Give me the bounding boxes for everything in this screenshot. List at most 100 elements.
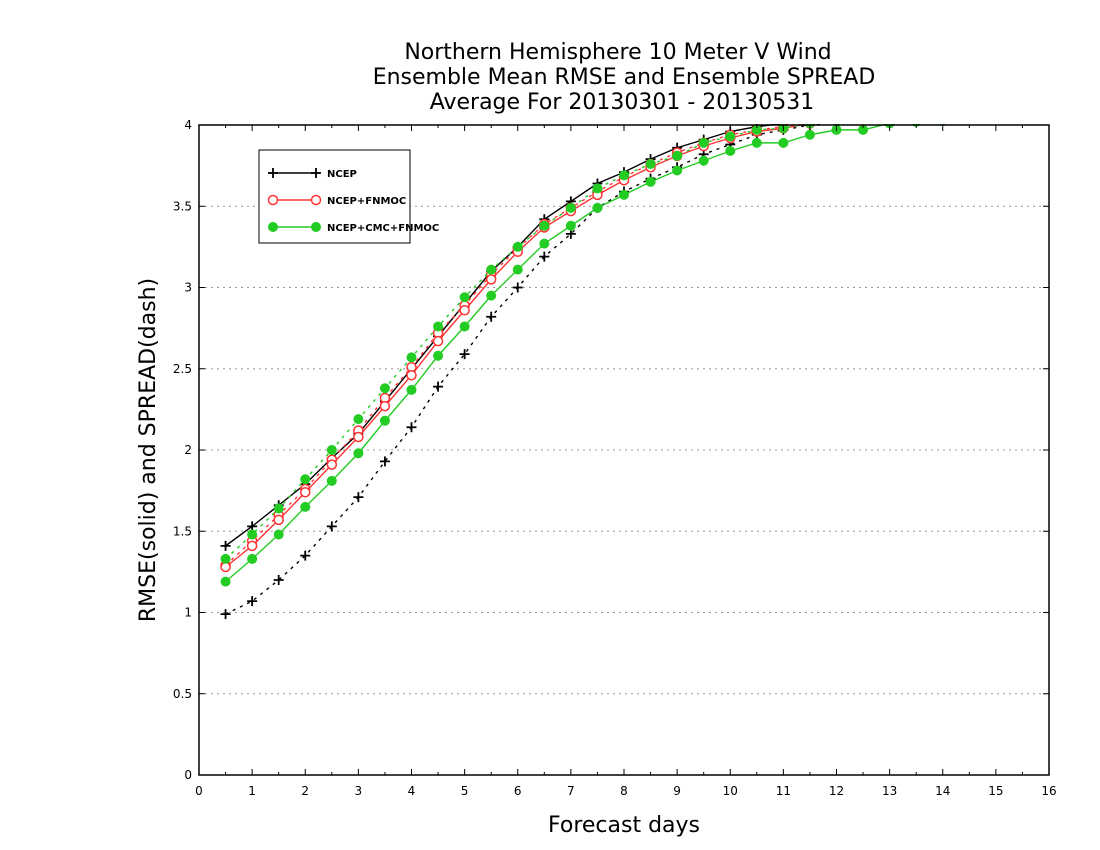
ncep-cmc-fnmoc-spread-point	[991, 104, 1000, 113]
legend-label-ncep-cmc-fnmoc: NCEP+CMC+FNMOC	[327, 223, 439, 234]
ncep-cmc-fnmoc-spread-point	[725, 131, 736, 142]
ncep-fnmoc-spread-point	[965, 104, 974, 113]
ncep-cmc-fnmoc-spread-point	[247, 529, 258, 540]
ncep-spread-point	[433, 381, 444, 392]
ncep-spread-point	[991, 102, 1001, 112]
ncep-cmc-fnmoc-rmse-point	[220, 576, 231, 587]
ncep-cmc-fnmoc-spread-point	[539, 220, 550, 231]
ncep-cmc-fnmoc-spread-point	[1045, 101, 1054, 110]
ncep-cmc-fnmoc-spread-point	[885, 111, 894, 120]
ncep-fnmoc-spread-point	[991, 103, 1000, 112]
x-tick-label: 16	[1041, 784, 1056, 798]
ncep-cmc-fnmoc-rmse-point	[353, 448, 364, 459]
ncep-spread-point	[938, 105, 948, 115]
ncep-cmc-fnmoc-rmse-point	[326, 475, 337, 486]
ncep-fnmoc-spread-point	[938, 106, 947, 115]
ncep-cmc-fnmoc-rmse-point	[592, 202, 603, 213]
ncep-spread-point	[486, 311, 497, 322]
legend-label-ncep: NCEP	[327, 169, 357, 180]
x-tick-label: 4	[408, 784, 416, 798]
ncep-cmc-fnmoc-rmse-point	[939, 124, 946, 126]
ncep-cmc-fnmoc-rmse-point	[247, 553, 258, 564]
ncep-fnmoc-spread-point	[885, 109, 894, 118]
ncep-cmc-fnmoc-spread-series	[220, 101, 1054, 564]
legend-marker-ncep-cmc-fnmoc	[311, 222, 321, 232]
y-tick-label: 2.5	[173, 362, 192, 376]
ncep-cmc-fnmoc-spread-point	[459, 292, 470, 303]
y-tick-label: 4	[184, 118, 192, 132]
ncep-cmc-fnmoc-spread-point	[833, 124, 840, 126]
ncep-cmc-fnmoc-spread-point	[512, 241, 523, 252]
ncep-spread-point	[379, 456, 390, 467]
ncep-spread-point	[326, 521, 337, 532]
ncep-cmc-fnmoc-rmse-point	[379, 415, 390, 426]
ncep-cmc-fnmoc-rmse-point	[991, 112, 1000, 121]
ncep-cmc-fnmoc-rmse-point	[804, 129, 815, 140]
ncep-cmc-fnmoc-spread-point	[565, 202, 576, 213]
ncep-spread-point	[1017, 101, 1027, 111]
ncep-cmc-fnmoc-spread-point	[326, 445, 337, 455]
ncep-spread-point	[459, 349, 470, 360]
ncep-fnmoc-spread-point	[859, 111, 868, 120]
ncep-cmc-fnmoc-rmse-point	[1018, 111, 1027, 120]
y-tick-label: 3	[184, 281, 192, 295]
ncep-fnmoc-rmse-point	[991, 103, 1000, 112]
ncep-cmc-fnmoc-spread-point	[300, 474, 311, 485]
x-tick-label: 14	[935, 784, 950, 798]
ncep-fnmoc-rmse-point	[300, 487, 311, 498]
y-tick-label: 3.5	[173, 199, 192, 213]
legend-label-ncep-fnmoc: NCEP+FNMOC	[327, 196, 406, 207]
ncep-cmc-fnmoc-spread-point	[486, 264, 497, 275]
x-tick-label: 15	[988, 784, 1003, 798]
ncep-cmc-fnmoc-rmse-point	[273, 529, 284, 540]
ncep-cmc-fnmoc-rmse-series	[220, 111, 1027, 587]
ncep-spread-point	[964, 104, 974, 114]
ncep-rmse-point	[911, 104, 921, 114]
ncep-spread-point	[512, 282, 523, 293]
x-tick-label: 6	[514, 784, 522, 798]
legend-marker-ncep	[268, 168, 278, 178]
ncep-cmc-fnmoc-spread-point	[645, 159, 656, 169]
ncep-fnmoc-rmse-point	[432, 335, 444, 347]
ncep-fnmoc-rmse-point	[938, 106, 947, 115]
ncep-cmc-fnmoc-rmse-point	[539, 238, 550, 249]
ncep-fnmoc-rmse-point	[379, 400, 391, 412]
x-tick-label: 13	[882, 784, 897, 798]
ncep-spread-point	[300, 550, 311, 561]
ncep-cmc-fnmoc-rmse-point	[300, 501, 311, 512]
ncep-fnmoc-rmse-point	[459, 305, 470, 316]
y-tick-label: 2	[184, 443, 192, 457]
legend-item-ncep: NCEP	[268, 168, 357, 180]
ncep-spread-point	[353, 492, 364, 503]
ncep-cmc-fnmoc-rmse-point	[406, 384, 417, 395]
x-tick-label: 3	[355, 784, 363, 798]
ncep-cmc-fnmoc-spread-point	[406, 352, 417, 363]
ncep-cmc-fnmoc-rmse-point	[619, 189, 629, 200]
ncep-cmc-fnmoc-rmse-point	[672, 165, 683, 176]
ncep-spread-point	[885, 110, 895, 120]
ncep-fnmoc-rmse-point	[1018, 101, 1027, 110]
ncep-fnmoc-rmse-point	[912, 108, 921, 117]
x-tick-label: 9	[673, 784, 681, 798]
ncep-rmse-point	[885, 105, 895, 115]
ncep-fnmoc-rmse-point	[832, 124, 841, 126]
ncep-cmc-fnmoc-rmse-point	[725, 146, 736, 156]
ncep-spread-line	[225, 124, 824, 615]
ncep-cmc-fnmoc-rmse-point	[565, 220, 576, 231]
ncep-cmc-fnmoc-spread-line	[225, 124, 811, 560]
ncep-rmse-point	[1044, 96, 1054, 106]
ncep-fnmoc-rmse-point	[406, 370, 417, 381]
ncep-spread-point	[858, 114, 868, 124]
ncep-spread-point	[273, 575, 284, 585]
axis-ticks: 00.511.522.533.540 1 2 3 4 5 6 7 8 9 10 11 12 13 14 15 1…	[173, 118, 1057, 798]
ncep-cmc-fnmoc-spread-point	[1018, 103, 1027, 112]
ncep-fnmoc-rmse-point	[859, 112, 868, 121]
ncep-fnmoc-rmse-point	[353, 431, 364, 443]
ncep-rmse-point	[832, 110, 842, 120]
ncep-rmse-point	[991, 99, 1001, 109]
ncep-cmc-fnmoc-rmse-point	[433, 350, 444, 361]
ncep-cmc-fnmoc-rmse-point	[965, 114, 974, 123]
ncep-cmc-fnmoc-spread-point	[220, 553, 231, 564]
ncep-spread-point	[539, 251, 550, 262]
chart-title-line-1: Northern Hemisphere 10 Meter V Wind	[404, 40, 831, 65]
